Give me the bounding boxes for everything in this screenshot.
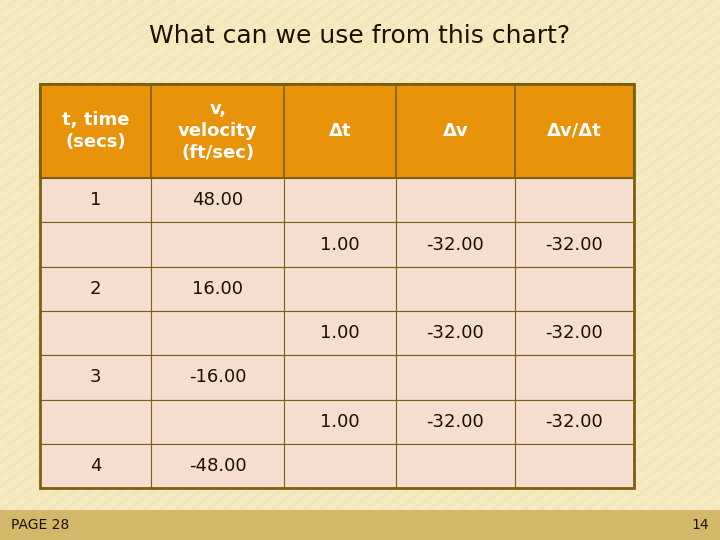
Text: 16.00: 16.00 xyxy=(192,280,243,298)
Text: -32.00: -32.00 xyxy=(426,235,485,254)
Text: 1.00: 1.00 xyxy=(320,413,360,431)
Text: -32.00: -32.00 xyxy=(545,413,603,431)
Text: Δt: Δt xyxy=(329,122,351,140)
Text: 4: 4 xyxy=(90,457,101,475)
Text: 14: 14 xyxy=(692,518,709,532)
Text: 2: 2 xyxy=(90,280,101,298)
Text: -16.00: -16.00 xyxy=(189,368,246,387)
Text: -32.00: -32.00 xyxy=(426,324,485,342)
Text: 1.00: 1.00 xyxy=(320,324,360,342)
Text: v,
velocity
(ft/sec): v, velocity (ft/sec) xyxy=(178,100,258,162)
FancyBboxPatch shape xyxy=(40,84,634,178)
Text: 3: 3 xyxy=(90,368,101,387)
Text: Δv: Δv xyxy=(443,122,468,140)
FancyBboxPatch shape xyxy=(40,311,634,355)
FancyBboxPatch shape xyxy=(40,222,634,267)
FancyBboxPatch shape xyxy=(40,267,634,311)
Text: -32.00: -32.00 xyxy=(545,324,603,342)
FancyBboxPatch shape xyxy=(40,178,634,222)
Text: -32.00: -32.00 xyxy=(545,235,603,254)
Text: t, time
(secs): t, time (secs) xyxy=(62,111,129,151)
Text: 48.00: 48.00 xyxy=(192,191,243,210)
Text: -32.00: -32.00 xyxy=(426,413,485,431)
FancyBboxPatch shape xyxy=(40,400,634,444)
FancyBboxPatch shape xyxy=(40,355,634,400)
Text: -48.00: -48.00 xyxy=(189,457,247,475)
FancyBboxPatch shape xyxy=(0,510,720,540)
Text: PAGE 28: PAGE 28 xyxy=(11,518,69,532)
Text: Δv/Δt: Δv/Δt xyxy=(546,122,602,140)
Text: 1: 1 xyxy=(90,191,101,210)
Text: 1.00: 1.00 xyxy=(320,235,360,254)
Text: What can we use from this chart?: What can we use from this chart? xyxy=(150,24,570,48)
FancyBboxPatch shape xyxy=(40,444,634,488)
